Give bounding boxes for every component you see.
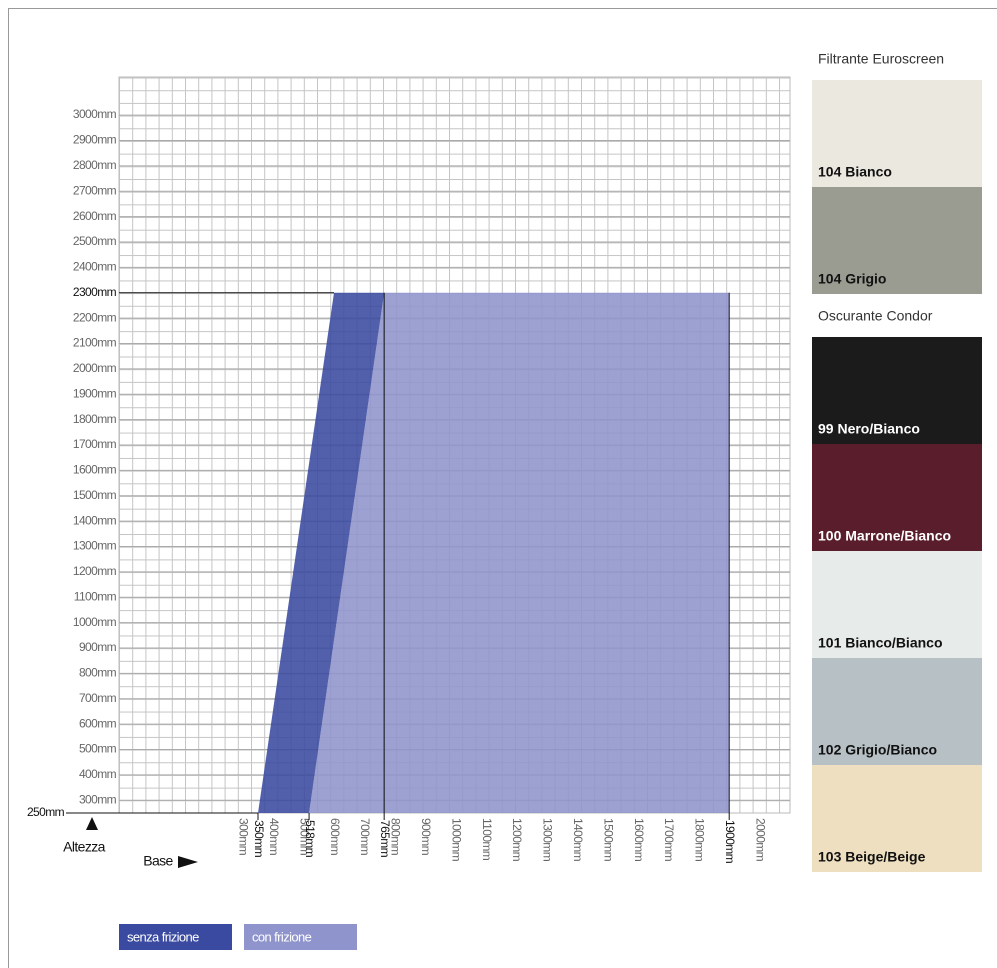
y-tick-label: 2400mm bbox=[73, 260, 117, 274]
marker-label: 350mm bbox=[252, 820, 266, 858]
legend-swatch bbox=[119, 924, 232, 950]
x-tick-label: 1700mm bbox=[662, 818, 676, 862]
swatch bbox=[812, 765, 982, 872]
region bbox=[309, 292, 730, 814]
legend-swatch bbox=[244, 924, 357, 950]
y-tick-label: 1800mm bbox=[73, 412, 117, 426]
x-tick-label: 900mm bbox=[419, 818, 433, 856]
swatch bbox=[812, 337, 982, 444]
y-tick-label: 500mm bbox=[79, 742, 117, 756]
y-arrow bbox=[86, 817, 98, 830]
x-tick-label: 800mm bbox=[389, 818, 403, 856]
y-tick-label: 2500mm bbox=[73, 234, 117, 248]
x-tick-label: 1400mm bbox=[571, 818, 585, 862]
marker-label: 250mm bbox=[27, 805, 65, 819]
y-tick-label: 400mm bbox=[79, 767, 117, 781]
y-tick-label: 700mm bbox=[79, 691, 117, 705]
y-tick-label: 600mm bbox=[79, 716, 117, 730]
y-tick-label: 1400mm bbox=[73, 513, 117, 527]
group-title: Oscurante Condor bbox=[818, 308, 933, 324]
swatch-label: 103 Beige/Beige bbox=[818, 849, 926, 865]
x-tick-label: 2000mm bbox=[753, 818, 767, 862]
x-tick-label: 400mm bbox=[267, 818, 281, 856]
swatch bbox=[812, 658, 982, 765]
swatch-label: 100 Marrone/Bianco bbox=[818, 528, 951, 544]
marker-label: 2300mm bbox=[73, 285, 117, 299]
y-tick-label: 2800mm bbox=[73, 158, 117, 172]
x-tick-label: 700mm bbox=[358, 818, 372, 856]
y-tick-label: 1300mm bbox=[73, 539, 117, 553]
marker-label: 1900mm bbox=[723, 820, 737, 864]
y-tick-label: 1700mm bbox=[73, 437, 117, 451]
legend-label: con frizione bbox=[252, 929, 312, 944]
y-tick-label: 900mm bbox=[79, 640, 117, 654]
swatch bbox=[812, 444, 982, 551]
y-axis-label: Altezza bbox=[63, 839, 106, 855]
y-tick-label: 1500mm bbox=[73, 488, 117, 502]
y-tick-label: 3000mm bbox=[73, 107, 117, 121]
x-tick-label: 1000mm bbox=[449, 818, 463, 862]
y-tick-label: 300mm bbox=[79, 792, 117, 806]
y-tick-label: 1600mm bbox=[73, 463, 117, 477]
y-tick-label: 2100mm bbox=[73, 336, 117, 350]
swatch-label: 99 Nero/Bianco bbox=[818, 421, 920, 437]
swatch-label: 104 Bianco bbox=[818, 164, 892, 180]
swatch bbox=[812, 551, 982, 658]
legend-label: senza frizione bbox=[127, 929, 199, 944]
x-tick-label: 300mm bbox=[237, 818, 251, 856]
x-tick-label: 1200mm bbox=[510, 818, 524, 862]
region bbox=[258, 292, 385, 814]
swatch-label: 101 Bianco/Bianco bbox=[818, 635, 943, 651]
frame bbox=[8, 8, 997, 968]
swatch bbox=[812, 187, 982, 294]
y-tick-label: 2700mm bbox=[73, 183, 117, 197]
y-tick-label: 1900mm bbox=[73, 386, 117, 400]
x-tick-label: 1300mm bbox=[541, 818, 555, 862]
x-tick-label: 1600mm bbox=[632, 818, 646, 862]
y-tick-label: 800mm bbox=[79, 666, 117, 680]
y-tick-label: 2900mm bbox=[73, 133, 117, 147]
marker-label: 765mm bbox=[378, 820, 392, 858]
y-tick-label: 2000mm bbox=[73, 361, 117, 375]
x-axis-label: Base bbox=[143, 853, 173, 869]
y-tick-label: 1100mm bbox=[74, 589, 117, 603]
swatch-label: 104 Grigio bbox=[818, 271, 886, 287]
y-tick-label: 1000mm bbox=[73, 615, 117, 629]
x-tick-label: 1500mm bbox=[601, 818, 615, 862]
x-arrow bbox=[178, 856, 198, 868]
y-tick-label: 2200mm bbox=[73, 310, 117, 324]
swatch bbox=[812, 80, 982, 187]
x-tick-label: 600mm bbox=[328, 818, 342, 856]
x-tick-label: 1800mm bbox=[693, 818, 707, 862]
y-tick-label: 2600mm bbox=[73, 209, 117, 223]
swatch-label: 102 Grigio/Bianco bbox=[818, 742, 937, 758]
marker-label: 518mm bbox=[303, 820, 317, 858]
x-tick-label: 1100mm bbox=[480, 818, 494, 861]
y-tick-label: 1200mm bbox=[73, 564, 117, 578]
group-title: Filtrante Euroscreen bbox=[818, 51, 944, 67]
x-tick-label: 500mm bbox=[297, 818, 311, 856]
